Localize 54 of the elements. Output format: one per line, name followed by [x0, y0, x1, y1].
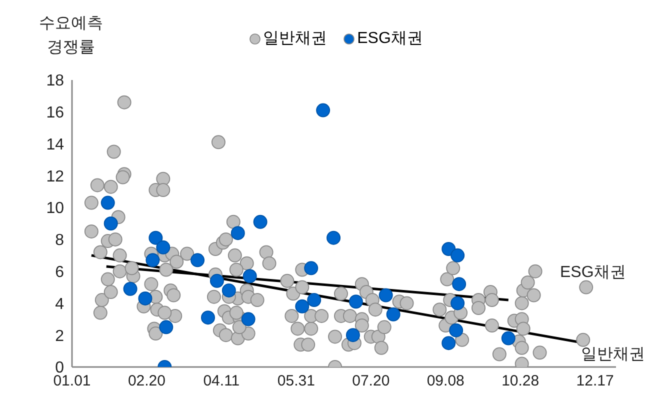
y-tick-label: 6: [55, 264, 64, 282]
y-tick-label: 8: [55, 232, 64, 250]
legend-label: ESG채권: [357, 29, 423, 49]
point: [138, 291, 152, 306]
point: [190, 253, 205, 268]
point: [307, 293, 322, 308]
y-tick-label: 4: [55, 296, 64, 313]
point: [201, 310, 215, 325]
point: [146, 253, 160, 268]
point: [326, 230, 341, 245]
point: [100, 196, 115, 210]
annotation: ESG채권: [560, 263, 626, 283]
legend-label: 일반채권: [263, 29, 328, 49]
x-tick-label: 10.28: [502, 372, 540, 390]
point: [148, 230, 163, 245]
point: [386, 307, 400, 322]
point: [316, 103, 330, 118]
point: [501, 331, 516, 346]
annotation: 일반채권: [581, 345, 645, 365]
y-tick-label: 14: [46, 136, 64, 154]
y-tick-label: 18: [46, 72, 64, 90]
point: [123, 282, 138, 296]
point: [304, 261, 318, 276]
point: [241, 312, 256, 326]
point: [450, 248, 465, 262]
point: [222, 283, 236, 298]
point: [442, 336, 456, 350]
point: [104, 216, 118, 230]
point: [159, 320, 174, 334]
y-tick-label: 10: [46, 200, 64, 218]
point: [295, 299, 310, 314]
point: [452, 277, 466, 292]
x-tick-label: 05.31: [277, 372, 315, 390]
x-tick-label: 04.11: [203, 372, 240, 390]
point: [230, 226, 245, 240]
point: [253, 214, 268, 229]
y-axis-title: 수요예측 경쟁률: [38, 14, 104, 58]
x-tick-label: 12.17: [576, 372, 614, 390]
point: [348, 294, 363, 309]
point: [346, 328, 360, 342]
x-tick-label: 09.08: [426, 372, 464, 390]
y-tick-label: 12: [46, 168, 64, 186]
point: [378, 288, 393, 302]
point: [450, 296, 465, 310]
x-tick-label: 02.20: [128, 372, 166, 390]
point: [449, 323, 464, 338]
point: [442, 242, 456, 256]
y-tick-label: 16: [46, 104, 64, 122]
x-tick-label: 01.01: [53, 372, 91, 390]
y-tick-label: 2: [55, 328, 64, 345]
point: [210, 274, 224, 288]
point: [156, 240, 170, 254]
x-tick-label: 07.20: [352, 372, 390, 390]
point: [242, 269, 257, 284]
